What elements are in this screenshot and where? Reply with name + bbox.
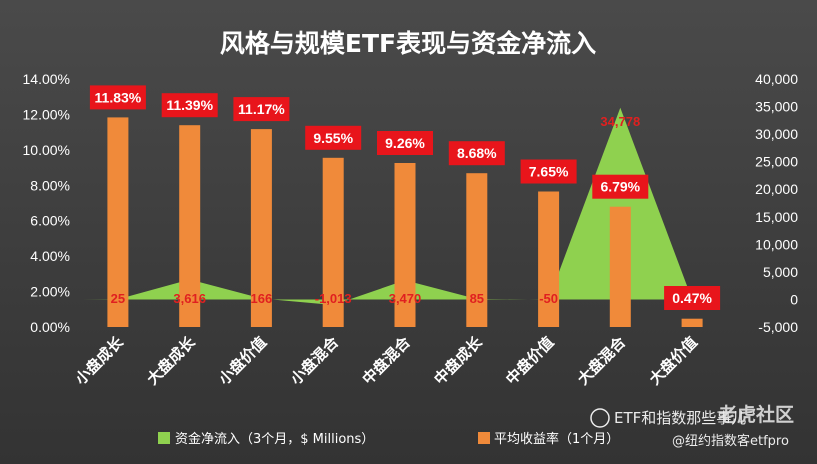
left-tick-label: 14.00% xyxy=(23,71,70,87)
bar-3 xyxy=(322,157,344,327)
return-label-box xyxy=(592,174,649,199)
left-tick-label: 0.00% xyxy=(30,319,70,335)
category-label: 中盘成长 xyxy=(430,332,486,388)
flow-data-label: 3,616 xyxy=(173,291,206,306)
left-tick-label: 2.00% xyxy=(30,284,70,300)
watermark-author: @纽约指数客etfpro xyxy=(672,433,789,449)
right-tick-label: 5,000 xyxy=(763,264,798,280)
x-axis: 小盘成长 大盘成长 小盘价值 小盘混合 中盘混合 中盘成长 中盘价值 大盘混合 大盘价值 xyxy=(72,332,701,388)
right-tick-label: 15,000 xyxy=(755,209,798,225)
legend-label-flow: 资金净流入（3个月，$ Millions） xyxy=(175,431,374,447)
bar-6 xyxy=(538,191,560,327)
return-data-label: 11.39% xyxy=(166,97,213,113)
left-tick-label: 8.00% xyxy=(30,177,70,193)
bar-5 xyxy=(466,173,488,327)
return-data-label: 9.55% xyxy=(313,130,353,146)
category-label: 大盘成长 xyxy=(143,332,199,388)
wechat-icon xyxy=(590,408,610,428)
left-tick-label: 4.00% xyxy=(30,248,70,264)
right-tick-label: 35,000 xyxy=(755,99,798,115)
flow-data-label: 25 xyxy=(111,291,125,306)
return-bar-series xyxy=(107,117,703,328)
return-label-box xyxy=(89,85,146,110)
category-label: 小盘价值 xyxy=(215,333,270,388)
return-data-label: 6.79% xyxy=(600,179,640,195)
bar-0 xyxy=(107,117,129,328)
bar-7 xyxy=(609,206,631,327)
bar-8 xyxy=(681,318,703,327)
return-label-box xyxy=(233,97,290,122)
flow-area-series xyxy=(82,107,693,305)
return-data-label: 8.68% xyxy=(457,145,497,161)
return-data-label: 11.83% xyxy=(95,89,142,105)
return-label-box xyxy=(448,141,505,166)
flow-data-labels: 25 3,616 166 -1,013 3,470 85 -50 34,778 xyxy=(111,114,641,306)
legend-swatch-flow xyxy=(158,432,170,444)
category-label: 大盘混合 xyxy=(574,332,630,388)
right-tick-label: 40,000 xyxy=(755,71,798,87)
flow-data-label: 85 xyxy=(470,291,484,306)
category-label: 大盘价值 xyxy=(646,333,701,388)
flow-data-label: 34,778 xyxy=(600,114,640,129)
return-label-box xyxy=(161,93,218,118)
flow-area xyxy=(82,107,693,305)
category-label: 小盘混合 xyxy=(287,332,343,388)
flow-data-label: 3,470 xyxy=(389,291,422,306)
category-label: 小盘成长 xyxy=(72,332,128,388)
return-label-box xyxy=(520,159,577,184)
bar-1 xyxy=(179,125,201,327)
flow-data-label: -1,013 xyxy=(315,291,352,306)
return-data-labels: 11.83% 11.39% 11.17% 9.55% 9.26% 8.68% 7.65% 6.… xyxy=(89,85,721,310)
right-y-axis: -5,000 0 5,000 10,000 15,000 20,000 25,000 30,0… xyxy=(755,71,798,335)
left-tick-label: 10.00% xyxy=(23,142,70,158)
bar-2 xyxy=(250,129,272,327)
legend: 资金净流入（3个月，$ Millions） 平均收益率（1个月） xyxy=(158,431,619,447)
category-label: 中盘混合 xyxy=(359,332,415,388)
return-label-box xyxy=(664,286,721,310)
watermark: ETF和指数那些事儿 老虎社区 @纽约指数客etfpro xyxy=(590,403,794,449)
left-tick-label: 12.00% xyxy=(23,106,70,122)
right-tick-label: -5,000 xyxy=(758,319,798,335)
chart-title: 风格与规模ETF表现与资金净流入 xyxy=(220,29,596,58)
watermark-channel: ETF和指数那些事儿 xyxy=(614,409,746,427)
return-label-box xyxy=(305,125,362,150)
category-label: 中盘价值 xyxy=(502,333,557,388)
return-data-label: 11.17% xyxy=(238,101,285,117)
right-tick-label: 25,000 xyxy=(755,154,798,170)
return-label-box xyxy=(377,131,433,155)
legend-swatch-return xyxy=(478,432,490,444)
flow-data-label: 166 xyxy=(251,291,273,306)
return-data-label: 7.65% xyxy=(529,164,569,180)
right-tick-label: 20,000 xyxy=(755,181,798,197)
legend-label-return: 平均收益率（1个月） xyxy=(494,431,619,447)
flow-data-label: -50 xyxy=(539,291,558,306)
return-data-label: 0.47% xyxy=(672,290,712,306)
left-y-axis: 0.00% 2.00% 4.00% 6.00% 8.00% 10.00% 12.00% 14.… xyxy=(23,71,70,335)
return-data-label: 9.26% xyxy=(385,135,425,151)
right-tick-label: 0 xyxy=(790,291,798,307)
left-tick-label: 6.00% xyxy=(30,213,70,229)
bar-4 xyxy=(394,163,416,327)
watermark-site: 老虎社区 xyxy=(718,403,794,426)
right-tick-label: 10,000 xyxy=(755,236,798,252)
right-tick-label: 30,000 xyxy=(755,126,798,142)
